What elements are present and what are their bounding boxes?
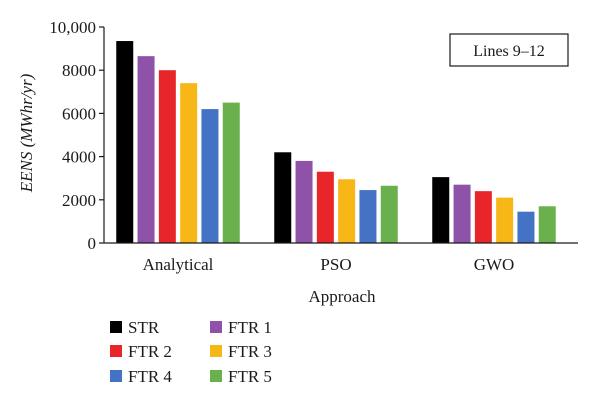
legend-swatch [110, 370, 122, 382]
legend-swatch [210, 370, 222, 382]
legend-swatch [210, 321, 222, 333]
legend: STR FTR 1 FTR 2 FTR 3 FTR 4 FTR 5 [110, 318, 272, 386]
bars [116, 41, 556, 243]
legend-label: FTR 4 [128, 367, 172, 386]
y-tick-label: 0 [88, 234, 97, 253]
legend-swatch [110, 321, 122, 333]
annotation-text: Lines 9–12 [473, 43, 545, 60]
y-tick-label: 10,000 [49, 18, 96, 37]
y-axis-label: EENS (MWhr/yr) [17, 73, 36, 193]
x-category-label: Analytical [143, 255, 214, 274]
legend-swatch [210, 345, 222, 357]
legend-label: FTR 1 [228, 318, 272, 337]
bar [274, 152, 292, 243]
bar [116, 41, 134, 243]
bar [432, 177, 450, 243]
bar [538, 206, 556, 243]
bar [517, 211, 535, 243]
bar [137, 56, 155, 243]
bar [496, 197, 514, 243]
bar [453, 184, 471, 243]
bar [359, 190, 377, 243]
bar [180, 83, 198, 243]
bar [222, 102, 240, 243]
y-tick-label: 4000 [62, 148, 96, 167]
y-tick-label: 2000 [62, 191, 96, 210]
bar [295, 160, 313, 243]
legend-label: FTR 5 [228, 367, 272, 386]
annotation-box: Lines 9–12 [449, 33, 569, 67]
x-category-label: GWO [474, 255, 515, 274]
y-tick-label: 6000 [62, 104, 96, 123]
legend-label: FTR 2 [128, 342, 172, 361]
bar [338, 179, 356, 243]
y-tick-label: 8000 [62, 61, 96, 80]
bar [201, 109, 219, 243]
x-axis-label: Approach [308, 287, 376, 306]
bar [158, 70, 176, 243]
legend-swatch [110, 345, 122, 357]
x-category-label: PSO [320, 255, 351, 274]
bar [316, 171, 334, 243]
legend-label: STR [128, 318, 160, 337]
bar [474, 191, 492, 243]
y-axis-ticks: 0 2000 4000 6000 8000 10,000 [49, 18, 104, 253]
bar [380, 185, 398, 243]
legend-label: FTR 3 [228, 342, 272, 361]
x-axis-categories: Analytical PSO GWO [143, 255, 515, 274]
